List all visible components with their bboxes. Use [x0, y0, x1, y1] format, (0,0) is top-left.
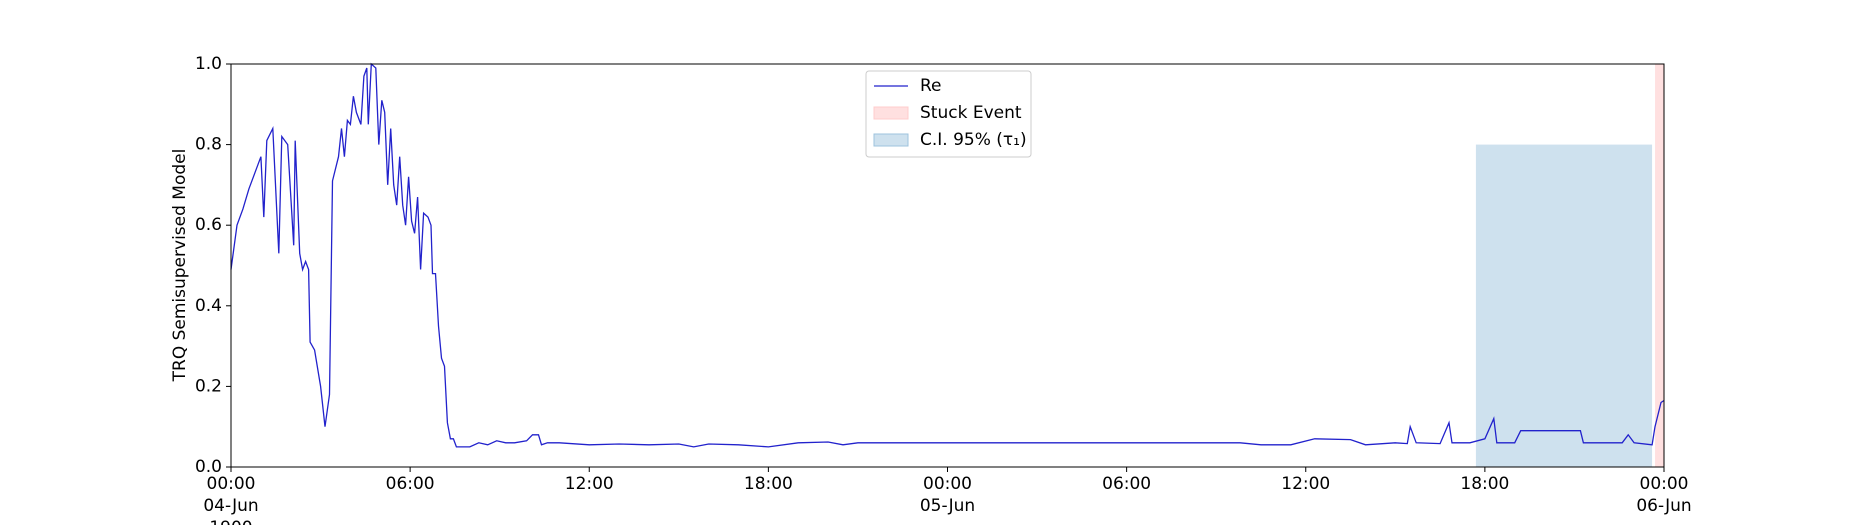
x-tick-label: 12:00: [565, 474, 614, 494]
y-axis-label: TRQ Semisupervised Model: [170, 149, 190, 383]
x-tick-date: 04-Jun: [203, 496, 258, 516]
legend-swatch: [873, 106, 909, 120]
span: [1655, 64, 1664, 467]
x-tick-label: 00:00: [207, 474, 256, 494]
y-tick-label: 0.6: [195, 215, 222, 235]
legend-label: Re: [920, 76, 942, 96]
y-tick-label: 0.2: [195, 376, 222, 396]
x-tick-date: 06-Jun: [1636, 496, 1691, 516]
x-tick-label: 18:00: [1460, 474, 1509, 494]
x-tick-label: 00:00: [923, 474, 972, 494]
legend-label: C.I. 95% (τ₁): [920, 130, 1027, 150]
x-tick-label: 06:00: [1102, 474, 1151, 494]
legend-label: Stuck Event: [920, 103, 1022, 123]
x-tick-label: 18:00: [744, 474, 793, 494]
x-tick-date: 05-Jun: [920, 496, 975, 516]
x-tick-label: 12:00: [1281, 474, 1330, 494]
y-tick-label: 0.0: [195, 457, 222, 477]
y-tick-label: 0.8: [195, 135, 222, 155]
x-tick-year: 1900: [209, 518, 252, 525]
x-tick-label: 06:00: [386, 474, 435, 494]
y-tick-label: 1.0: [195, 54, 222, 74]
x-tick-label: 00:00: [1640, 474, 1689, 494]
span: [1475, 144, 1653, 467]
y-tick-label: 0.4: [195, 296, 222, 316]
legend-swatch: [873, 133, 909, 147]
data-line: [230, 62, 1665, 448]
